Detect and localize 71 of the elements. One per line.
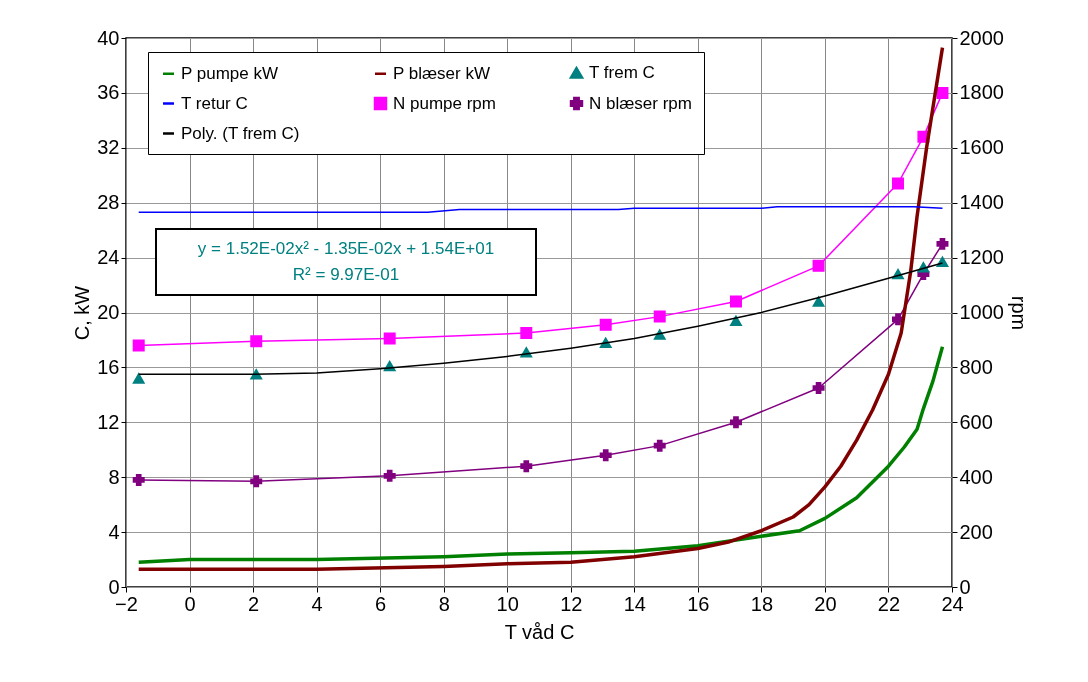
x-tick-label: 20 xyxy=(814,592,837,615)
y-tick-label: 20 xyxy=(97,301,120,323)
point xyxy=(599,318,612,331)
y-tick-label: 28 xyxy=(97,191,120,214)
y2-axis-title: rpm xyxy=(1007,295,1030,331)
x-tick-label: 12 xyxy=(560,592,583,615)
y2-tick-label: 2000 xyxy=(959,26,1004,49)
x-axis-title: T våd C xyxy=(504,620,575,643)
y2-tick-label: 1000 xyxy=(959,301,1004,323)
point xyxy=(729,315,742,327)
point xyxy=(250,475,263,488)
point xyxy=(729,295,742,308)
x-tick-label: 0 xyxy=(184,592,196,615)
annotation: R² = 9.97E-01 xyxy=(291,264,401,286)
y2-tick-label: 0 xyxy=(959,575,971,598)
x-tick-label: 4 xyxy=(311,592,323,615)
x-tick-label: 16 xyxy=(687,592,710,615)
y2-tick-label: 1600 xyxy=(959,136,1004,159)
y-tick-label: 24 xyxy=(97,246,120,269)
point xyxy=(383,469,396,482)
y2-tick-label: 1400 xyxy=(959,191,1004,214)
point xyxy=(812,296,825,307)
x-tick-label: 10 xyxy=(496,592,519,615)
x-tick-label: 18 xyxy=(750,592,774,615)
legend-label: N pumpe rpm xyxy=(393,93,496,113)
x-tick-label: 14 xyxy=(623,592,646,615)
y2-tick-label: 1200 xyxy=(959,246,1004,269)
point xyxy=(599,449,612,462)
line-series xyxy=(136,45,945,571)
y2-tick-label: 200 xyxy=(959,520,993,543)
point xyxy=(812,259,825,272)
point xyxy=(132,473,145,486)
y2-tick-label: 400 xyxy=(959,465,993,488)
y2-tick-label: 1800 xyxy=(959,81,1004,104)
y2-tick-label: 600 xyxy=(959,410,993,433)
legend-label: Poly. (T frem C) xyxy=(181,123,300,143)
line-series xyxy=(136,345,945,565)
point xyxy=(520,460,533,473)
y-axis-title: C, kW xyxy=(71,285,94,341)
point xyxy=(936,237,949,250)
y-tick-label: 4 xyxy=(108,520,120,543)
point xyxy=(250,335,263,348)
point xyxy=(653,439,666,452)
y2-tick-label: 800 xyxy=(959,355,993,378)
point xyxy=(812,381,825,394)
legend-label: N blæser rpm xyxy=(589,93,692,113)
point xyxy=(520,327,533,340)
point xyxy=(132,373,145,384)
y-tick-label: 8 xyxy=(108,465,120,488)
point xyxy=(892,177,904,190)
y-tick-label: 12 xyxy=(97,410,120,433)
point xyxy=(936,86,949,99)
y-tick-label: 16 xyxy=(97,355,120,378)
legend-label: P blæser kW xyxy=(393,63,490,83)
y-tick-label: 0 xyxy=(108,575,120,598)
legend-label: P pumpe kW xyxy=(181,63,279,83)
annotation: y = 1.52E-02x² - 1.35E-02x + 1.54E+01 xyxy=(196,238,496,260)
x-tick-label: 2 xyxy=(248,592,260,615)
y-tick-label: 36 xyxy=(97,81,120,104)
legend-label: T retur C xyxy=(181,93,248,113)
y-tick-label: 40 xyxy=(97,26,120,49)
equation-box: y = 1.52E-02x² - 1.35E-02x + 1.54E+01 R² = 9.97E-01 xyxy=(155,228,537,296)
point xyxy=(132,339,145,352)
point xyxy=(653,310,666,323)
x-tick-label: 8 xyxy=(438,592,450,615)
legend-label: T frem C xyxy=(589,62,655,82)
point xyxy=(383,332,396,345)
x-tick-label: 22 xyxy=(877,592,901,615)
point xyxy=(729,416,742,429)
x-tick-label: 6 xyxy=(375,592,387,615)
y-tick-label: 32 xyxy=(97,136,120,159)
